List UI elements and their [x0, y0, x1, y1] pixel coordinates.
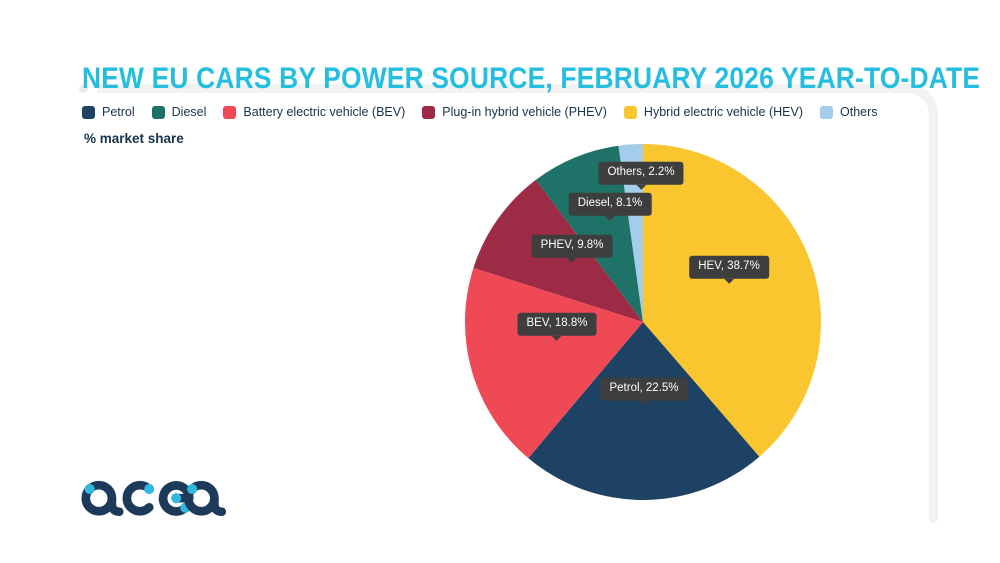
- callout-hev: HEV, 38.7%: [689, 255, 769, 279]
- legend-label: Hybrid electric vehicle (HEV): [643, 105, 803, 119]
- callout-bev: BEV, 18.8%: [517, 312, 597, 336]
- pie-slice-hybrid-electric-vehicle-hev: [643, 144, 822, 457]
- legend-label: Petrol: [102, 105, 135, 119]
- unit-note: % market share: [84, 131, 184, 146]
- legend-item-others: Others: [820, 105, 878, 119]
- legend-label: Others: [840, 105, 878, 119]
- legend-item-hybrid-electric-vehicle-hev: Hybrid electric vehicle (HEV): [623, 105, 803, 119]
- logo-letter-c: [122, 480, 155, 516]
- pie-slice-petrol: [528, 322, 760, 501]
- page-title: NEW EU CARS BY POWER SOURCE, FEBRUARY 20…: [82, 62, 981, 96]
- decorative-frame-start-dot: [79, 84, 88, 93]
- legend-swatch-icon: [623, 105, 637, 119]
- legend-swatch-icon: [223, 105, 237, 119]
- legend-label: Plug-in hybrid vehicle (PHEV): [442, 105, 607, 119]
- legend-item-diesel: Diesel: [151, 105, 207, 119]
- legend-item-plug-in-hybrid-vehicle-phev: Plug-in hybrid vehicle (PHEV): [422, 105, 607, 119]
- callout-petrol: Petrol, 22.5%: [600, 377, 688, 401]
- legend-label: Battery electric vehicle (BEV): [243, 105, 406, 119]
- logo-letter-a1: [81, 480, 124, 517]
- callout-others: Others, 2.2%: [598, 161, 684, 185]
- callout-phev: PHEV, 9.8%: [531, 234, 613, 258]
- logo-cyan-dot: [84, 483, 95, 495]
- logo-cyan-dot: [144, 484, 155, 495]
- legend-swatch-icon: [820, 105, 833, 119]
- logo-letter-a2: [183, 480, 227, 517]
- acea-logo: [81, 480, 227, 517]
- legend-item-petrol: Petrol: [82, 105, 135, 119]
- legend-item-battery-electric-vehicle-bev: Battery electric vehicle (BEV): [223, 105, 405, 119]
- decorative-frame-end-cap: [929, 514, 938, 523]
- legend-label: Diesel: [171, 105, 207, 119]
- legend-swatch-icon: [422, 105, 436, 119]
- legend-swatch-icon: [151, 105, 165, 119]
- legend-swatch-icon: [82, 105, 95, 119]
- callout-diesel: Diesel, 8.1%: [568, 192, 652, 216]
- legend: Petrol Diesel Battery electric vehicle (BE…: [82, 105, 878, 119]
- logo-cyan-dot: [171, 493, 182, 504]
- pie-slice-battery-electric-vehicle-bev: [465, 267, 643, 459]
- logo-cyan-dot: [187, 483, 198, 495]
